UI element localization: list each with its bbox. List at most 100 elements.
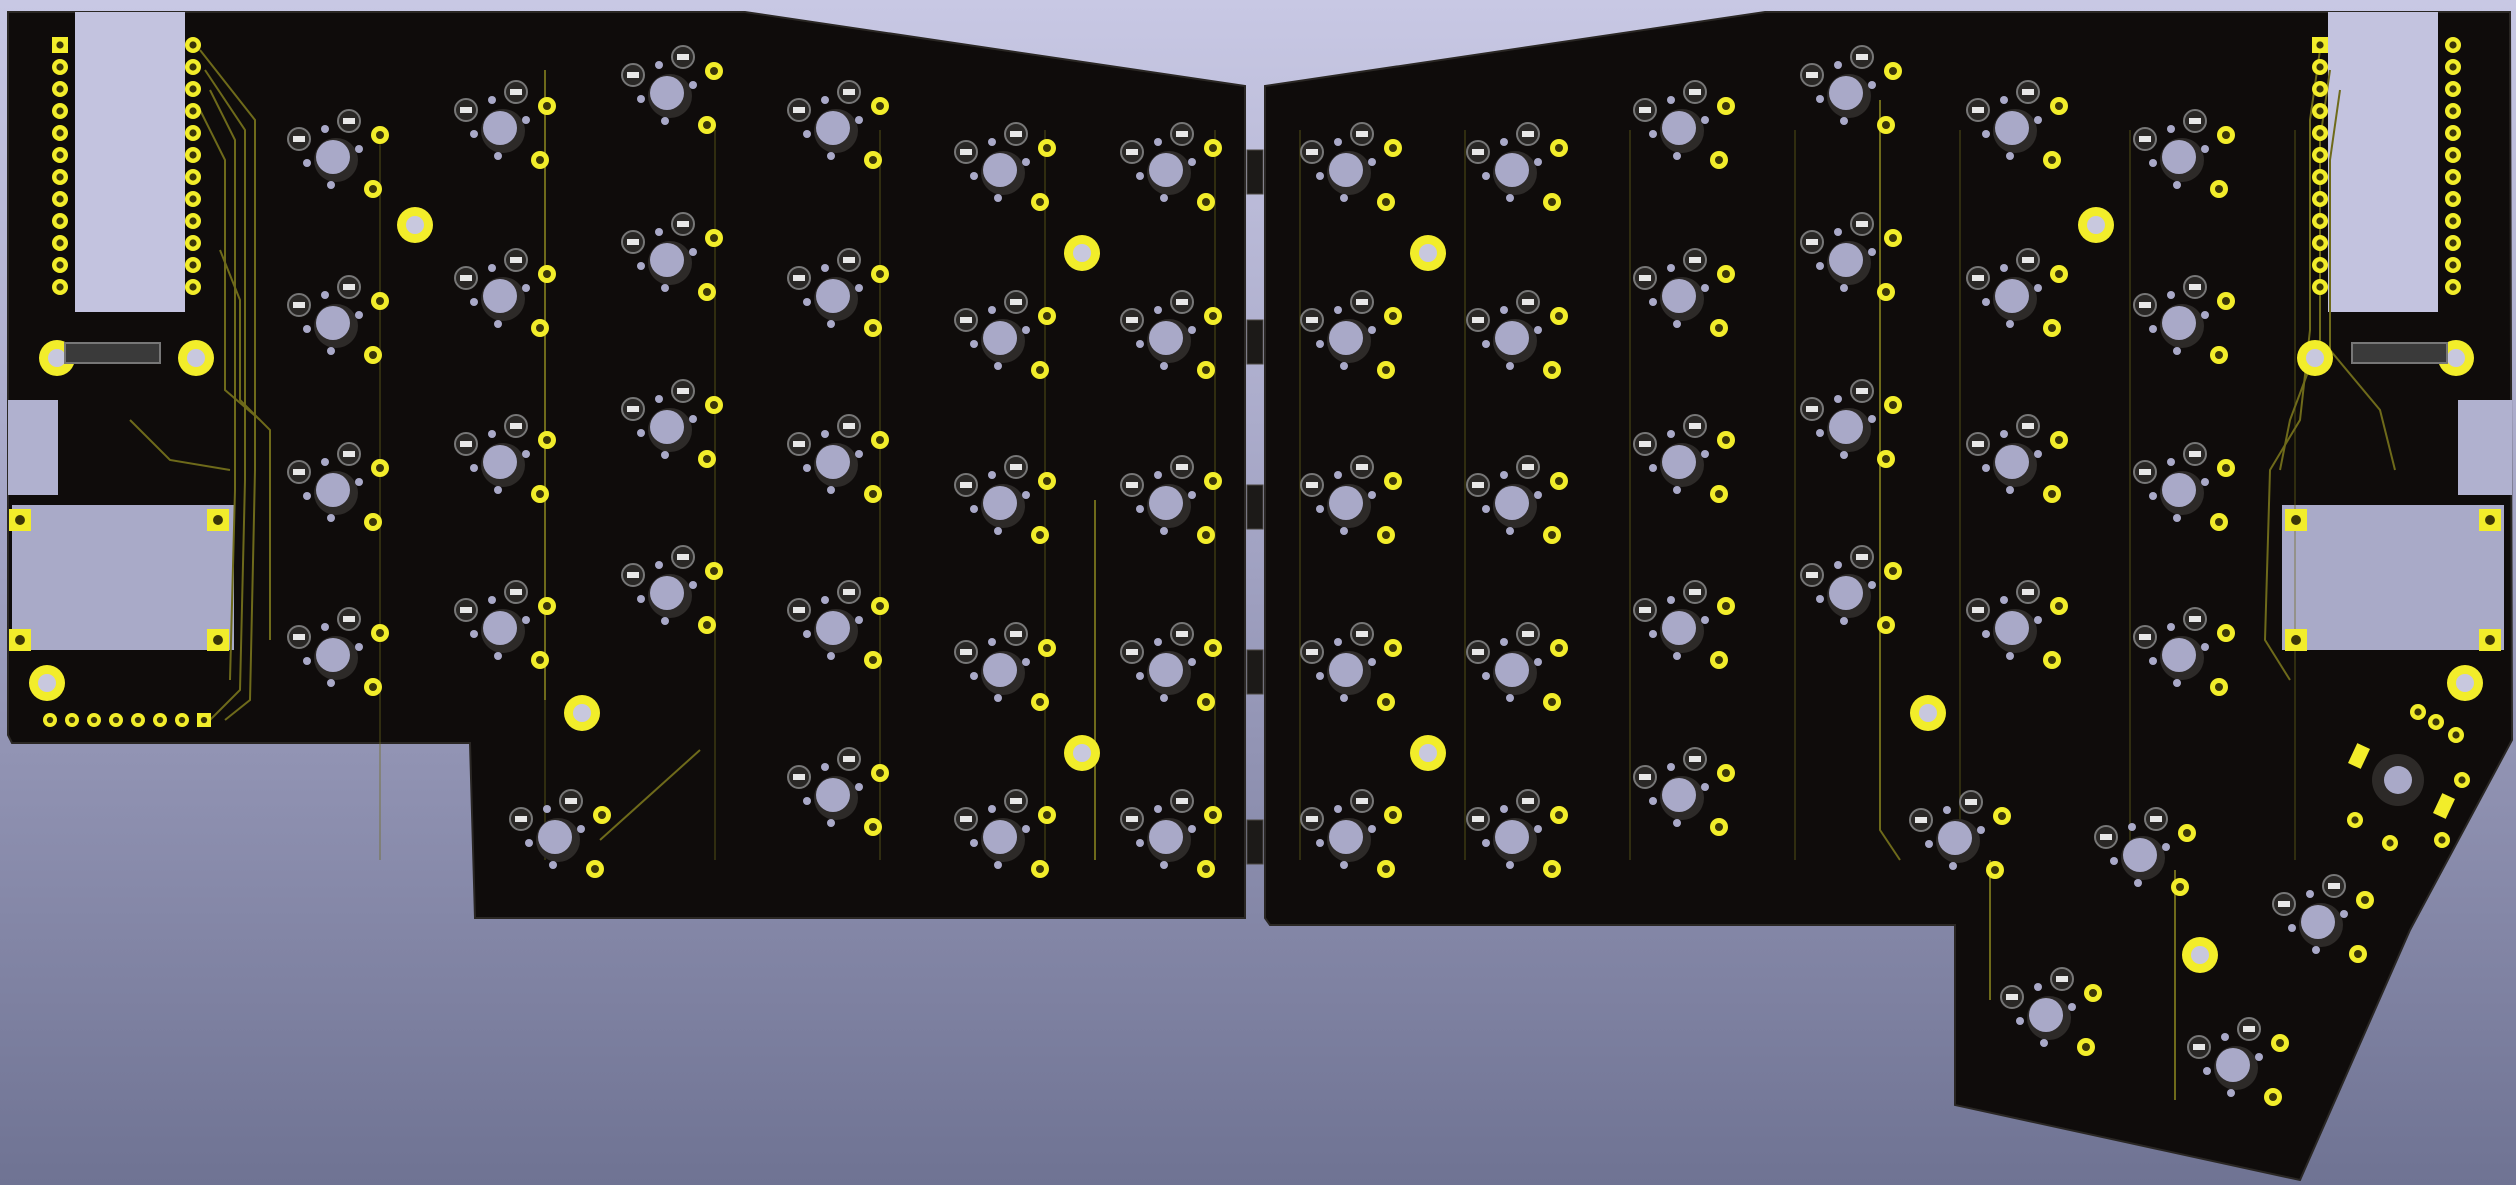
pin-hole [189,85,197,93]
pin-hole [189,217,197,225]
switch-center-hole [1662,279,1696,313]
switch-center-hole [1495,820,1529,854]
small-hole [2149,657,2157,665]
socket-pad [960,317,972,323]
small-hole [1022,326,1030,334]
switch-footprint-icon [2133,607,2235,696]
diode-pad-hole [1889,567,1897,575]
small-hole [1482,839,1490,847]
switch-footprint-icon [1966,414,2068,503]
pin-hole [2386,839,2394,847]
pin-hole [189,129,197,137]
small-hole [2006,486,2014,494]
small-hole [2006,320,2014,328]
small-hole [689,415,697,423]
trace [204,69,246,721]
switch-center-hole [1495,486,1529,520]
socket-pad [2022,589,2034,595]
small-hole [2110,857,2118,865]
socket-pad [1972,441,1984,447]
small-hole [494,486,502,494]
diode-pad-hole [1382,865,1390,873]
socket-pad [960,149,972,155]
pin-hole [213,515,223,525]
small-hole [1160,362,1168,370]
diode-pad-hole [1889,67,1897,75]
socket-pad [460,275,472,281]
small-hole [994,362,1002,370]
pin-hole [2316,261,2324,269]
mounting-hole-center [2447,349,2465,367]
small-hole [821,264,829,272]
diode-pad-hole [1209,477,1217,485]
left-half [7,11,1246,919]
diode-pad-hole [598,811,606,819]
switch-center-hole [483,279,517,313]
pin-hole [2438,836,2446,844]
diode-pad-hole [876,602,884,610]
small-hole [1673,486,1681,494]
socket-pad [1306,649,1318,655]
small-hole [1022,825,1030,833]
small-hole [803,464,811,472]
small-hole [543,805,551,813]
pin-hole [2432,718,2440,726]
small-hole [827,320,835,328]
pin-hole [15,635,25,645]
pin-hole [2449,217,2457,225]
socket-pad [2139,136,2151,142]
small-hole [2221,1033,2229,1041]
diode-pad-hole [1389,144,1397,152]
switch-footprint-icon [2094,807,2196,896]
diode-pad-hole [1555,477,1563,485]
diode-pad-hole [2048,324,2056,332]
switch-center-hole [816,445,850,479]
small-hole [2068,1003,2076,1011]
switch-center-hole [316,638,350,672]
switch-center-hole [2029,998,2063,1032]
bridge-tab [1246,819,1264,865]
small-hole [1154,805,1162,813]
switch-center-hole [483,445,517,479]
mounting-hole-center [48,349,66,367]
switch-center-hole [316,473,350,507]
small-hole [2255,1053,2263,1061]
diode-pad-hole [2055,270,2063,278]
pin-hole [189,283,197,291]
socket-pad [2328,883,2340,889]
diode-pad-hole [1389,811,1397,819]
small-hole [1334,138,1342,146]
small-hole [1482,172,1490,180]
small-hole [1534,491,1542,499]
trace [199,109,261,421]
socket-pad [1522,464,1534,470]
socket-pad [1472,149,1484,155]
small-hole [303,325,311,333]
small-hole [1816,262,1824,270]
small-hole [321,125,329,133]
socket-pad [677,554,689,560]
pin-hole [134,716,142,724]
small-hole [494,652,502,660]
small-hole [1834,61,1842,69]
small-hole [1649,797,1657,805]
socket-pad [293,302,305,308]
small-hole [355,643,363,651]
small-hole [2149,492,2157,500]
small-hole [321,623,329,631]
socket-pad [677,54,689,60]
mounting-hole-center [2456,674,2474,692]
socket-pad [960,649,972,655]
small-hole [1506,694,1514,702]
switch-center-hole [1329,321,1363,355]
socket-pad [1176,131,1188,137]
socket-pad [2139,634,2151,640]
pin-hole [189,195,197,203]
small-hole [2167,125,2175,133]
switch-center-hole [1149,486,1183,520]
switch-center-hole [2162,473,2196,507]
small-hole [637,595,645,603]
socket-pad [1126,317,1138,323]
